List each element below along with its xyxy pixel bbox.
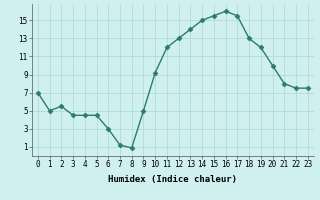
X-axis label: Humidex (Indice chaleur): Humidex (Indice chaleur) (108, 175, 237, 184)
